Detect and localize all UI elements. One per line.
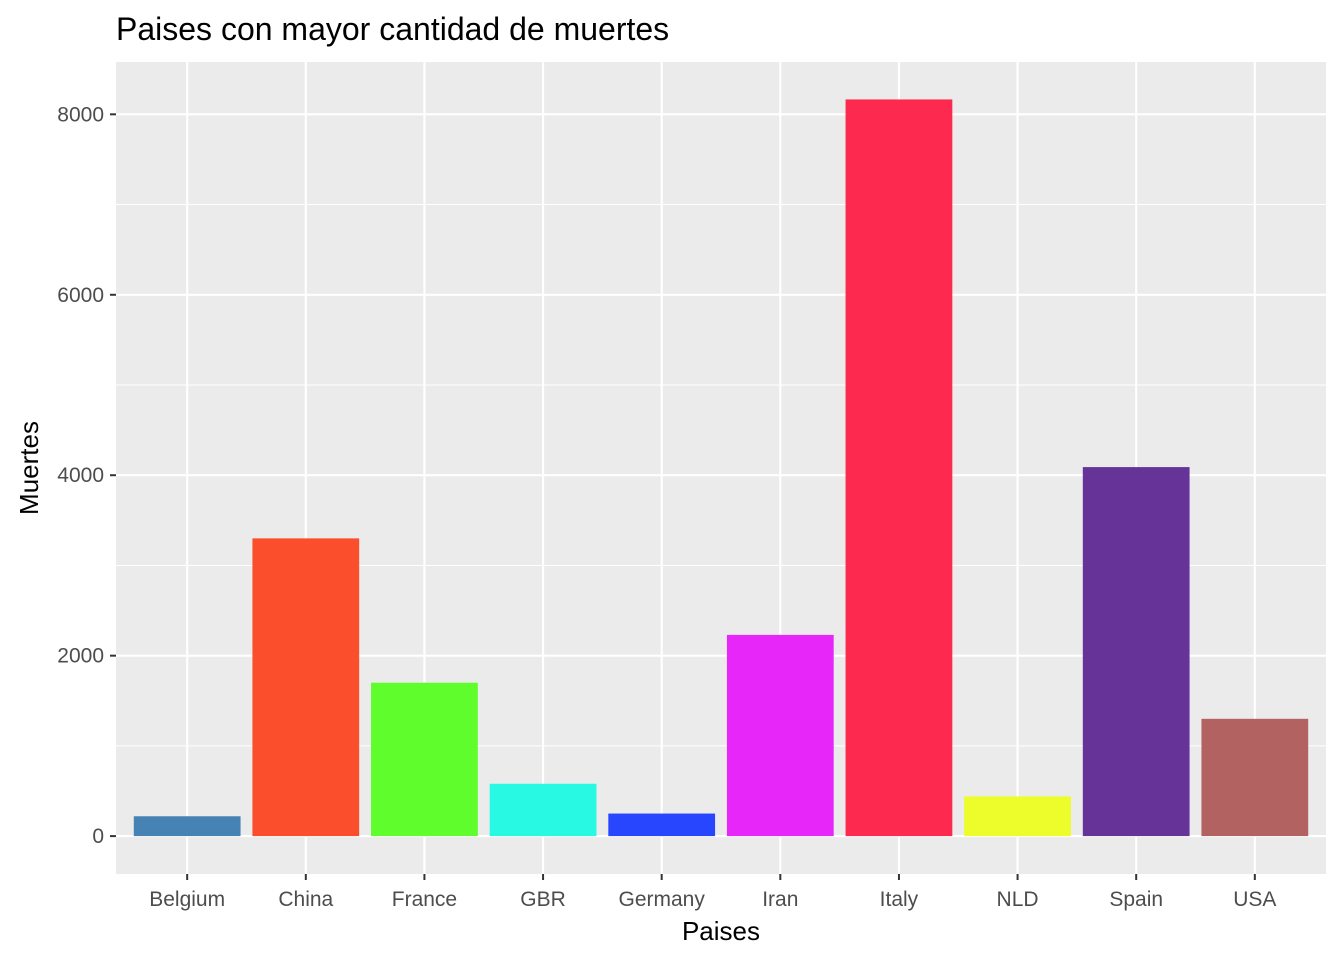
bar-italy xyxy=(845,99,953,837)
y-tick-label: 2000 xyxy=(57,645,104,668)
x-axis-title: Paises xyxy=(682,916,760,946)
x-tick-label: Spain xyxy=(1109,888,1163,911)
y-axis: 0 2000 4000 6000 8000 xyxy=(57,103,116,848)
x-tick-label: NLD xyxy=(997,888,1039,911)
x-tick-label: USA xyxy=(1233,888,1276,911)
bar-nld xyxy=(964,796,1071,837)
y-axis-title: Muertes xyxy=(14,421,44,515)
y-tick-label: 8000 xyxy=(57,103,104,126)
x-axis: Belgium China France GBR Germany Iran Italy NLD… xyxy=(149,874,1276,911)
bar-china xyxy=(252,538,360,837)
x-tick-label: GBR xyxy=(520,888,566,911)
bar-spain xyxy=(1082,467,1190,837)
y-tick-label: 4000 xyxy=(57,464,104,487)
y-tick-label: 6000 xyxy=(57,284,104,307)
bar-usa xyxy=(1201,718,1309,837)
x-tick-label: Italy xyxy=(880,888,919,911)
x-tick-label: France xyxy=(392,888,457,911)
bar-germany xyxy=(608,813,716,837)
x-tick-label: Germany xyxy=(619,888,706,911)
bar-france xyxy=(371,682,478,837)
bar-gbr xyxy=(489,783,597,837)
y-tick-label: 0 xyxy=(92,825,104,848)
bars xyxy=(133,99,1309,837)
x-tick-label: Belgium xyxy=(149,888,225,911)
chart-title: Paises con mayor cantidad de muertes xyxy=(116,11,669,47)
x-tick-label: Iran xyxy=(762,888,798,911)
x-tick-label: China xyxy=(278,888,333,911)
bar-belgium xyxy=(133,816,241,837)
bar-iran xyxy=(726,634,834,837)
